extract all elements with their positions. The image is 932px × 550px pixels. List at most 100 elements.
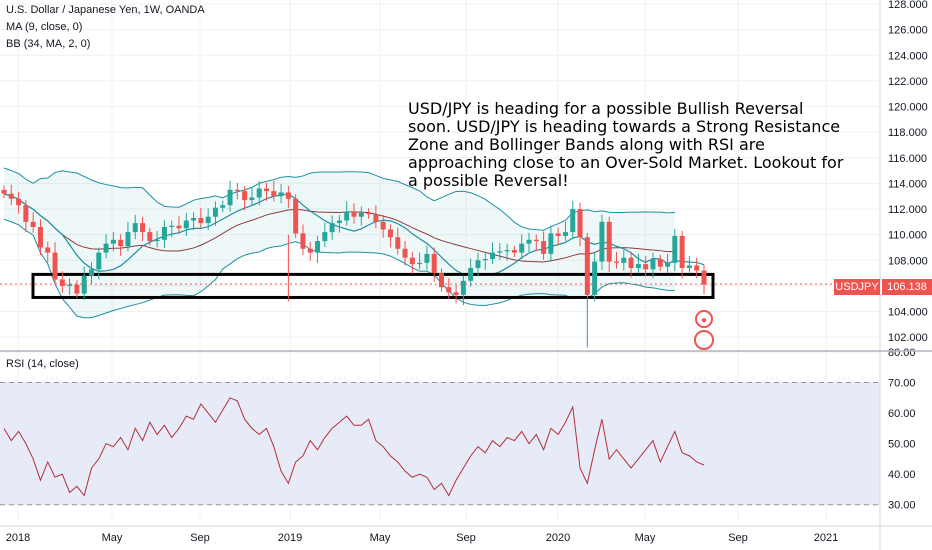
price-tick-label: 104.000: [888, 307, 928, 319]
rsi-line: [3, 397, 705, 497]
candle-body: [307, 248, 313, 253]
price-tick-label: 128.000: [888, 0, 928, 11]
candle-body: [387, 229, 393, 238]
candle-body: [220, 205, 226, 208]
candle-body: [161, 226, 167, 240]
ma-legend: MA (9, close, 0): [6, 21, 83, 33]
price-tick-label: 112.000: [888, 204, 927, 216]
candle-body: [315, 241, 321, 253]
candle-body: [468, 267, 474, 281]
candle-body: [541, 241, 547, 254]
candle-body: [460, 280, 466, 295]
x-tick-label: 2020: [546, 532, 570, 544]
rsi-series-line: [3, 397, 705, 497]
candle-body: [424, 253, 430, 263]
candle-body: [672, 235, 678, 263]
candle-body: [227, 189, 233, 206]
candle-body: [650, 259, 656, 270]
candle-body: [23, 205, 29, 222]
rsi-band-fill: [0, 382, 880, 505]
candle-body: [249, 197, 255, 201]
candle-body: [686, 265, 692, 268]
candle-body: [446, 287, 452, 293]
candle-body: [628, 257, 634, 268]
candle-body: [548, 233, 554, 254]
bb-fill: [4, 168, 675, 318]
candle-body: [103, 243, 109, 253]
rsi-tick-label: 50.00: [888, 439, 916, 451]
price-tick-label: 102.000: [888, 332, 928, 344]
x-tick-label: 2018: [6, 532, 30, 544]
candle-body: [45, 247, 51, 253]
candle-body: [635, 264, 641, 268]
candle-body: [198, 218, 204, 224]
candle-body: [614, 261, 619, 263]
candle-body: [417, 262, 423, 265]
candle-body: [154, 239, 160, 242]
candle-body: [329, 223, 335, 233]
candle-body: [679, 235, 685, 268]
price-tick-label: 110.000: [888, 230, 927, 242]
earnings-icon[interactable]: [694, 330, 714, 350]
rsi-tick-label: 40.00: [888, 469, 916, 481]
candle-body: [67, 284, 73, 286]
candle-body: [118, 239, 124, 247]
x-tick-label: 2021: [814, 532, 838, 544]
x-tick-label: May: [102, 532, 123, 544]
candle-body: [8, 193, 14, 199]
candle-body: [504, 250, 510, 252]
event-icon[interactable]: ●: [695, 310, 713, 328]
candle-body: [592, 261, 598, 295]
candle-body: [402, 248, 408, 258]
price-tick-label: 122.000: [888, 76, 928, 88]
candle-body: [570, 209, 576, 233]
candle-body: [373, 214, 379, 222]
candle-body: [191, 218, 197, 221]
candle-body: [81, 275, 87, 294]
price-tick-label: 124.000: [888, 50, 928, 62]
candle-body: [59, 279, 65, 286]
candle-body: [140, 223, 146, 233]
candle-body: [380, 221, 386, 230]
candle-body: [52, 252, 58, 280]
candle-body: [351, 211, 357, 217]
rsi-tick-label: 80.00: [888, 347, 916, 359]
candle-body: [577, 209, 583, 238]
price-tick-label: 108.000: [888, 255, 928, 267]
candle-body: [30, 221, 36, 227]
x-tick-label: 2019: [278, 532, 302, 544]
price-symbol-badge: USDJPY: [834, 279, 880, 295]
candle-body: [89, 269, 94, 276]
candle-body: [490, 252, 496, 260]
price-tick-label: 114.000: [888, 178, 927, 190]
candle-body: [358, 212, 364, 217]
candle-body: [125, 232, 131, 247]
candle-body: [562, 232, 568, 236]
candle-body: [322, 232, 328, 242]
candle-body: [234, 189, 240, 192]
candle-body: [533, 239, 539, 242]
bb-middle: [3, 193, 675, 263]
bollinger-bands: [3, 167, 705, 319]
candle-body: [271, 191, 277, 197]
candles: [1, 180, 707, 348]
candle-body: [366, 212, 372, 215]
candle-body: [37, 226, 43, 248]
candle-body: [336, 220, 342, 224]
rsi-tick-label: 30.00: [888, 500, 916, 512]
candle-body: [132, 223, 138, 233]
candle-body: [74, 284, 80, 294]
candle-body: [665, 262, 671, 267]
candle-body: [482, 259, 488, 261]
candle-body: [657, 259, 663, 267]
bb-lower: [3, 218, 675, 319]
candle-body: [621, 257, 627, 263]
price-value-badge: 106.138: [882, 279, 932, 295]
price-tick-label: 116.000: [888, 153, 927, 165]
rsi-tick-label: 60.00: [888, 408, 916, 420]
rsi-legend: RSI (14, close): [6, 358, 79, 370]
candle-body: [264, 188, 269, 192]
candle-body: [643, 264, 649, 270]
